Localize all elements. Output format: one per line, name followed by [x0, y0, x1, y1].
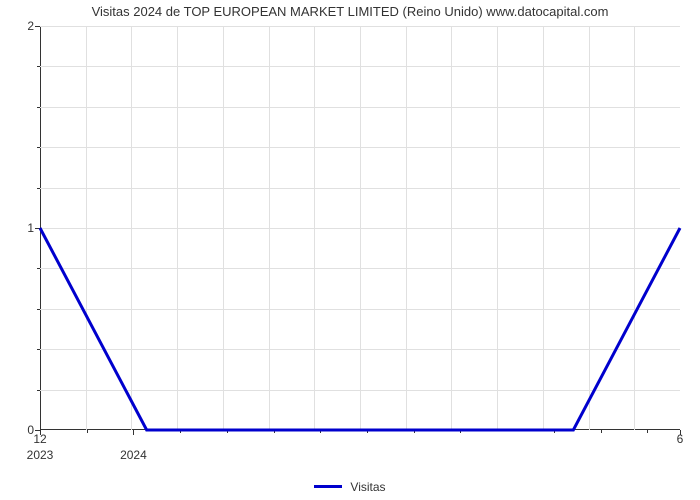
visits-line-chart: Visitas 2024 de TOP EUROPEAN MARKET LIMI…: [0, 0, 700, 500]
x-year-label: 2024: [120, 448, 147, 462]
legend-swatch: [314, 485, 342, 488]
y-tick-label: 1: [27, 221, 34, 235]
y-tick-label: 2: [27, 19, 34, 33]
plot-area: 01212620232024: [40, 26, 680, 430]
series-line: [40, 26, 680, 430]
chart-title: Visitas 2024 de TOP EUROPEAN MARKET LIMI…: [0, 4, 700, 19]
legend: Visitas: [0, 478, 700, 496]
x-year-label: 2023: [27, 448, 54, 462]
legend-label: Visitas: [350, 480, 385, 494]
